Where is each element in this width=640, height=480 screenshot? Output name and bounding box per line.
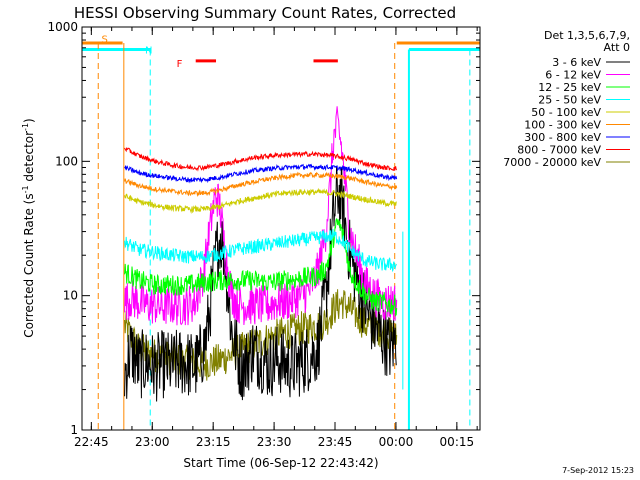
series-line-3 bbox=[124, 229, 398, 273]
x-tick-label: 23:15 bbox=[196, 435, 231, 449]
series-line-0 bbox=[124, 166, 397, 402]
series-line-6 bbox=[124, 163, 398, 184]
axes: 1 10 100 1000 22:45 23:00 23:15 23:30 23:45 00:00… bbox=[47, 20, 480, 449]
legend-label-6: 300 - 800 keV bbox=[524, 131, 601, 144]
series-line-7 bbox=[124, 147, 398, 172]
series-line-5 bbox=[124, 171, 398, 198]
flag-annotation-f: F bbox=[177, 59, 183, 70]
y-tick-label: 1000 bbox=[47, 20, 78, 34]
x-tick-label: 22:45 bbox=[74, 435, 109, 449]
y-tick-label: 10 bbox=[63, 289, 78, 303]
plot-area: S N F bbox=[82, 35, 480, 430]
flag-annotation-s: S bbox=[101, 35, 107, 46]
series-line-4 bbox=[124, 187, 397, 214]
x-tick-label: 23:30 bbox=[257, 435, 292, 449]
chart-title: HESSI Observing Summary Count Rates, Cor… bbox=[74, 4, 456, 22]
legend-label-8: 7000 - 20000 keV bbox=[503, 156, 601, 169]
y-axis-label: Corrected Count Rate (s-1 detector-1) bbox=[21, 118, 36, 337]
date-stamp: 7-Sep-2012 15:23 bbox=[562, 466, 634, 475]
series-line-1 bbox=[124, 106, 398, 326]
x-axis-label: Start Time (06-Sep-12 22:43:42) bbox=[183, 456, 378, 470]
legend-label-4: 50 - 100 keV bbox=[531, 106, 601, 119]
legend-label-1: 6 - 12 keV bbox=[545, 69, 601, 82]
x-tick-label: 00:00 bbox=[379, 435, 414, 449]
legend-label-0: 3 - 6 keV bbox=[552, 56, 601, 69]
legend-label-2: 12 - 25 keV bbox=[538, 81, 601, 94]
legend-label-7: 800 - 7000 keV bbox=[517, 144, 601, 157]
x-tick-label: 00:15 bbox=[440, 435, 475, 449]
y-tick-label: 100 bbox=[55, 154, 78, 168]
x-tick-label: 23:45 bbox=[318, 435, 353, 449]
legend-label-3: 25 - 50 keV bbox=[538, 94, 601, 107]
legend-header-detectors: Det 1,3,5,6,7,9, bbox=[544, 29, 630, 42]
plot-frame bbox=[81, 26, 481, 431]
legend-header-attenuator: Att 0 bbox=[604, 41, 630, 54]
legend-label-5: 100 - 300 keV bbox=[524, 119, 601, 132]
y-tick-label: 1 bbox=[70, 423, 78, 437]
series-line-2 bbox=[124, 218, 398, 317]
flag-annotation-n: N bbox=[145, 45, 152, 56]
x-tick-label: 23:00 bbox=[135, 435, 170, 449]
